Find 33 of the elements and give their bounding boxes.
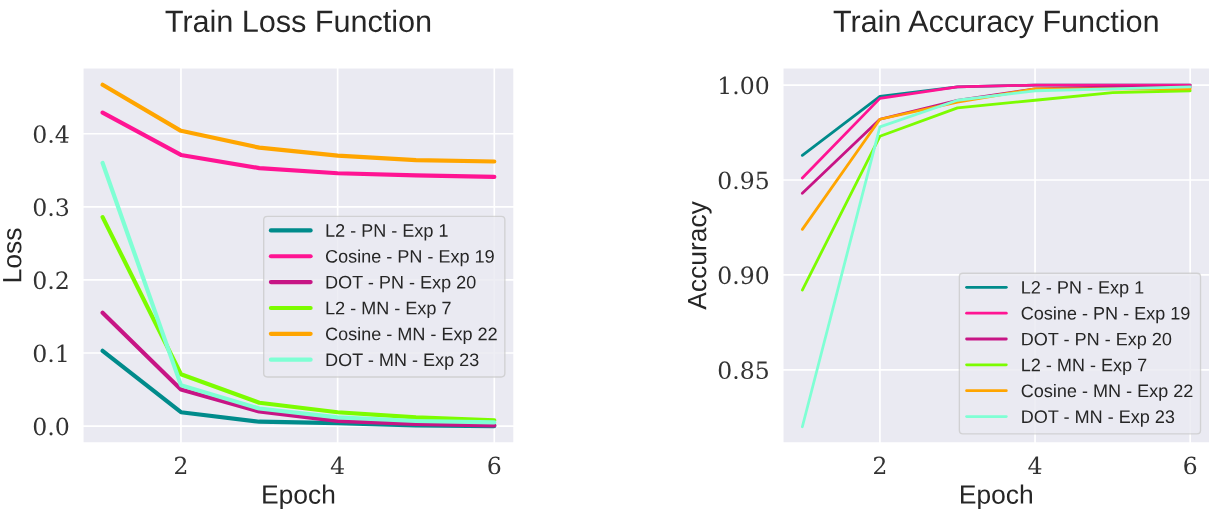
legend-label: L2 - PN - Exp 1 [326,224,448,241]
x-tick-label: 2 [175,456,187,475]
x-tick-label: 2 [874,456,886,475]
legend-label: Cosine - MN - Exp 22 [1021,383,1193,401]
legend-label: DOT - MN - Exp 23 [326,353,479,370]
legend-label: Cosine - PN - Exp 19 [325,249,494,267]
legend-label: DOT - MN - Exp 23 [1022,410,1175,427]
y-axis-title: Loss [3,228,22,282]
legend-label: DOT - PN - Exp 20 [326,275,476,293]
x-tick-label: 4 [1028,456,1042,475]
y-tick-label: 0.90 [718,266,769,285]
x-tick-label: 4 [330,456,344,475]
y-tick-label: 0.3 [33,198,69,217]
y-tick-label: 1.00 [720,76,769,95]
x-axis-title: Epoch [961,484,1032,510]
chart-title: Train Loss Function [165,9,431,33]
y-axis-title: Accuracy [688,201,712,310]
legend-label: L2 - MN - Exp 7 [326,301,451,319]
x-tick-label: 6 [488,456,501,475]
y-tick-label: 0.1 [33,344,67,363]
legend-label: DOT - PN - Exp 20 [1022,332,1172,350]
y-tick-label: 0.4 [33,125,69,144]
x-tick-label: 6 [1184,456,1197,475]
y-tick-label: 0.85 [718,361,768,380]
y-tick-label: 0.2 [33,271,68,290]
y-tick-label: 0.0 [33,417,69,436]
legend-label: L2 - PN - Exp 1 [1022,281,1144,298]
chart-title: Train Accuracy Function [833,9,1158,39]
x-axis-title: Epoch [263,484,335,510]
legend-label: Cosine - MN - Exp 22 [325,327,497,344]
legend-label: L2 - MN - Exp 7 [1022,358,1147,375]
legend-label: Cosine - PN - Exp 19 [1021,306,1190,324]
y-tick-label: 0.95 [718,171,768,190]
